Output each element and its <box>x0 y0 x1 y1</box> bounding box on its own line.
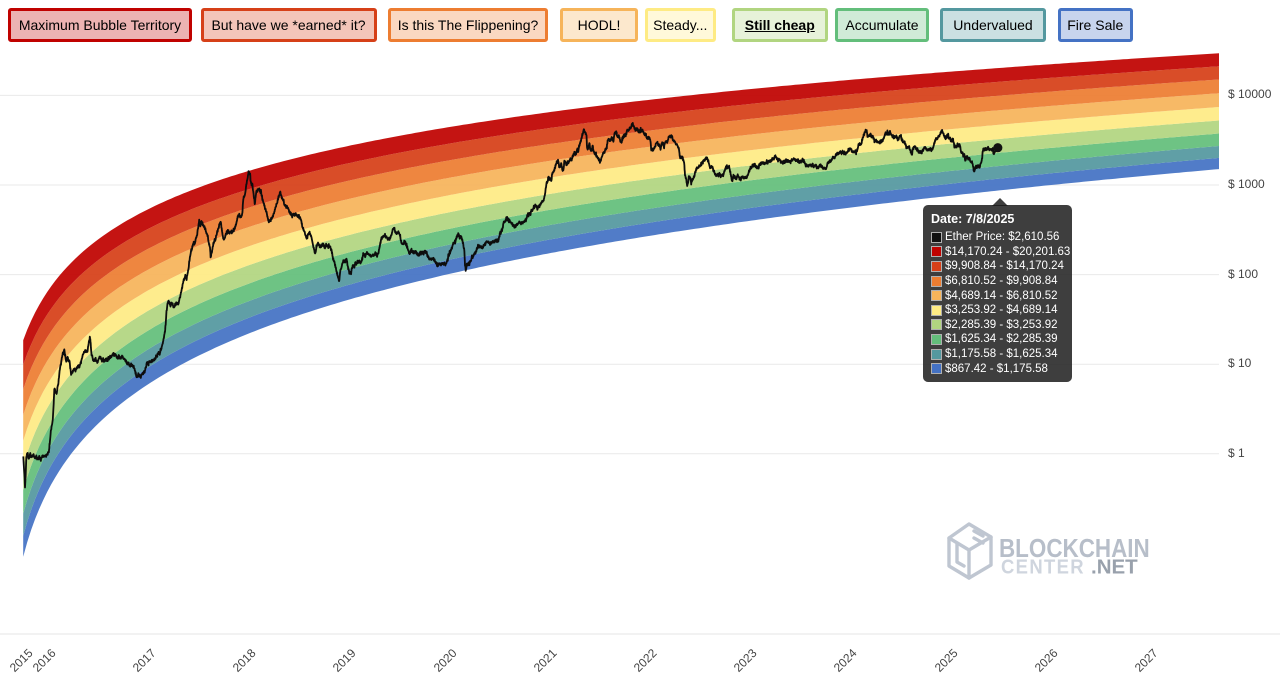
svg-text:CENTER: CENTER <box>1001 556 1085 579</box>
svg-text:.NET: .NET <box>1091 556 1138 579</box>
svg-text:BLOCKCHAIN: BLOCKCHAIN <box>999 535 1150 564</box>
